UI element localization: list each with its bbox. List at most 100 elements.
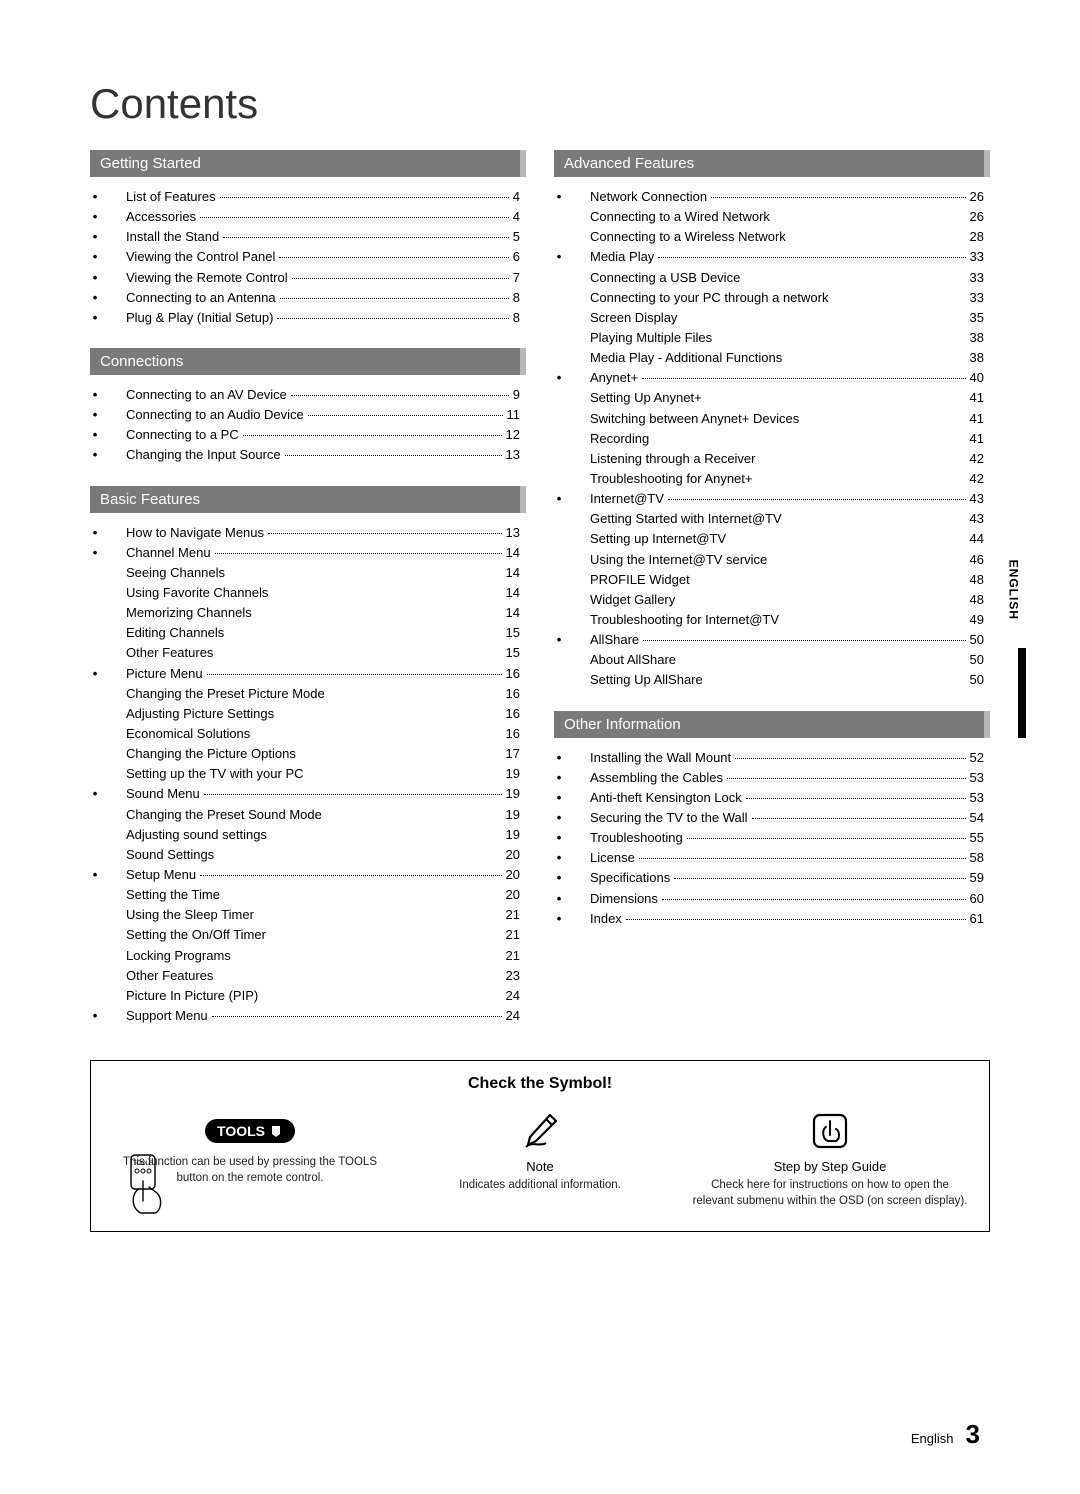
toc-sub-page-num: 14 (492, 563, 520, 583)
toc-page-num: 13 (506, 445, 520, 465)
toc-page-num: 52 (970, 748, 984, 768)
bullet-icon: • (90, 1006, 100, 1026)
toc-sub-label: Playing Multiple Files (590, 328, 956, 348)
toc-sub-label: Media Play - Additional Functions (590, 348, 956, 368)
toc-sub-label: Connecting to your PC through a network (590, 288, 956, 308)
toc-sub-page-num: 38 (956, 348, 984, 368)
toc-item: •Channel Menu14 (90, 543, 520, 563)
bullet-icon: • (554, 489, 564, 509)
toc-page-num: 8 (513, 288, 520, 308)
section-header: Getting Started (90, 150, 526, 177)
toc-item: •Index61 (554, 909, 984, 929)
toc-sub-page-num: 15 (492, 623, 520, 643)
toc-subitem: Troubleshooting for Anynet+42 (554, 469, 984, 489)
toc-page-num: 19 (506, 784, 520, 804)
bullet-icon: • (554, 768, 564, 788)
toc-subitem: Changing the Picture Options17 (90, 744, 520, 764)
toc-page-num: 54 (970, 808, 984, 828)
toc-label: Viewing the Control Panel (106, 247, 275, 267)
toc-sub-page-num: 21 (492, 946, 520, 966)
column-left: Getting Started•List of Features4•Access… (90, 150, 526, 1032)
dot-leader (735, 758, 965, 759)
toc-label: Channel Menu (106, 543, 211, 563)
toc-page-num: 58 (970, 848, 984, 868)
toc-subitem: Adjusting sound settings19 (90, 825, 520, 845)
toc-sub-label: Setting the On/Off Timer (126, 925, 492, 945)
toc-sub-label: Setting Up AllShare (590, 670, 956, 690)
dot-leader (711, 197, 965, 198)
toc-page-num: 24 (506, 1006, 520, 1026)
note-icon (401, 1107, 679, 1155)
toc-list: •Network Connection26Connecting to a Wir… (554, 185, 990, 697)
toc-page-num: 53 (970, 768, 984, 788)
dot-leader (291, 395, 509, 396)
bullet-icon: • (90, 268, 100, 288)
toc-page-num: 9 (513, 385, 520, 405)
toc-sub-page-num: 49 (956, 610, 984, 630)
page-title: Contents (90, 80, 990, 128)
toc-subitem: Seeing Channels14 (90, 563, 520, 583)
bullet-icon: • (90, 187, 100, 207)
toc-sub-page-num: 38 (956, 328, 984, 348)
dot-leader (642, 378, 965, 379)
toc-item: •Viewing the Control Panel6 (90, 247, 520, 267)
toc-label: List of Features (106, 187, 216, 207)
dot-leader (243, 435, 502, 436)
toc-sub-label: Switching between Anynet+ Devices (590, 409, 956, 429)
toc-sub-label: Adjusting sound settings (126, 825, 492, 845)
toc-page-num: 4 (513, 207, 520, 227)
toc-page-num: 12 (506, 425, 520, 445)
section-header: Other Information (554, 711, 990, 738)
toc-page-num: 8 (513, 308, 520, 328)
toc-subitem: Other Features15 (90, 643, 520, 663)
toc-sub-page-num: 16 (492, 684, 520, 704)
dot-leader (668, 499, 966, 500)
toc-subitem: Connecting to a Wireless Network28 (554, 227, 984, 247)
toc-subitem: Using the Internet@TV service46 (554, 550, 984, 570)
symbol-description: Check here for instructions on how to op… (691, 1178, 969, 1209)
toc-sub-label: Connecting to a Wired Network (590, 207, 956, 227)
dot-leader (662, 899, 966, 900)
toc-sub-label: Other Features (126, 966, 492, 986)
toc-item: •How to Navigate Menus13 (90, 523, 520, 543)
dot-leader (308, 415, 503, 416)
toc-columns: Getting Started•List of Features4•Access… (90, 150, 990, 1032)
toc-label: Anti-theft Kensington Lock (570, 788, 742, 808)
toc-item: • Support Menu 24 (90, 1006, 520, 1026)
toc-sub-page-num: 21 (492, 925, 520, 945)
toc-item: •Changing the Input Source13 (90, 445, 520, 465)
toc-sub-label: Setting the Time (126, 885, 492, 905)
toc-sub-label: PROFILE Widget (590, 570, 956, 590)
toc-subitem: Setting Up AllShare50 (554, 670, 984, 690)
toc-sub-label: Picture In Picture (PIP) (126, 986, 492, 1006)
toc-page-num: 55 (970, 828, 984, 848)
toc-sub-page-num: 35 (956, 308, 984, 328)
toc-item: •Connecting to an Antenna8 (90, 288, 520, 308)
toc-item: •Plug & Play (Initial Setup)8 (90, 308, 520, 328)
toc-sub-page-num: 20 (492, 885, 520, 905)
toc-sub-page-num: 14 (492, 583, 520, 603)
toc-page-num: 7 (513, 268, 520, 288)
toc-sub-page-num: 24 (492, 986, 520, 1006)
toc-sub-page-num: 19 (492, 825, 520, 845)
toc-sub-label: Memorizing Channels (126, 603, 492, 623)
toc-sub-page-num: 15 (492, 643, 520, 663)
toc-label: Support Menu (106, 1006, 208, 1026)
dot-leader (204, 794, 502, 795)
toc-sub-page-num: 48 (956, 570, 984, 590)
toc-sub-page-num: 44 (956, 529, 984, 549)
toc-item: •Picture Menu16 (90, 664, 520, 684)
toc-item: •Connecting to a PC12 (90, 425, 520, 445)
toc-sub-page-num: 41 (956, 429, 984, 449)
toc-page-num: 43 (970, 489, 984, 509)
toc-sub-label: Changing the Picture Options (126, 744, 492, 764)
symbol-box-title: Check the Symbol! (111, 1075, 969, 1093)
toc-item: •Anynet+40 (554, 368, 984, 388)
toc-page-num: 53 (970, 788, 984, 808)
dot-leader (220, 197, 509, 198)
toc-label: Sound Menu (106, 784, 200, 804)
bullet-icon: • (90, 865, 100, 885)
toc-sub-label: Economical Solutions (126, 724, 492, 744)
bullet-icon: • (90, 385, 100, 405)
svg-text:TOOLS: TOOLS (133, 1161, 153, 1167)
